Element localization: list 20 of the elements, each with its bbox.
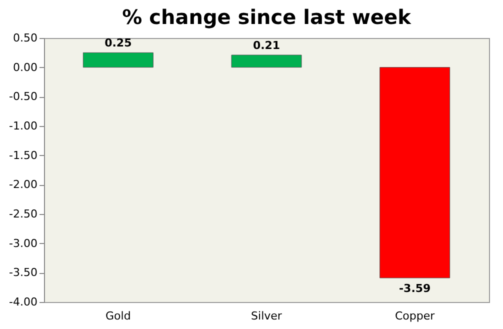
x-tick-label: Gold: [106, 310, 131, 322]
y-tick-label: -3.00: [9, 236, 38, 250]
y-tick-label: -1.00: [9, 120, 38, 132]
y-tick-label: 0.00: [13, 60, 38, 74]
y-tick-label: -2.50: [9, 208, 38, 220]
bar: [380, 67, 450, 278]
y-tick-label: -4.00: [9, 296, 38, 308]
chart-title: % change since last week: [122, 5, 412, 29]
data-label: -3.59: [398, 282, 431, 295]
x-tick-label: Silver: [251, 310, 282, 322]
y-tick-label: -2.00: [9, 178, 38, 192]
y-tick-label: 0.50: [13, 32, 38, 44]
data-label: 0.21: [252, 39, 280, 52]
y-tick-label: -3.50: [9, 266, 38, 280]
bar: [231, 54, 302, 68]
data-label: 0.25: [104, 36, 132, 50]
y-tick-label: -1.50: [9, 148, 38, 162]
y-tick-label: -0.50: [9, 90, 38, 104]
x-tick-label: Copper: [394, 310, 436, 322]
bar: [82, 52, 154, 68]
